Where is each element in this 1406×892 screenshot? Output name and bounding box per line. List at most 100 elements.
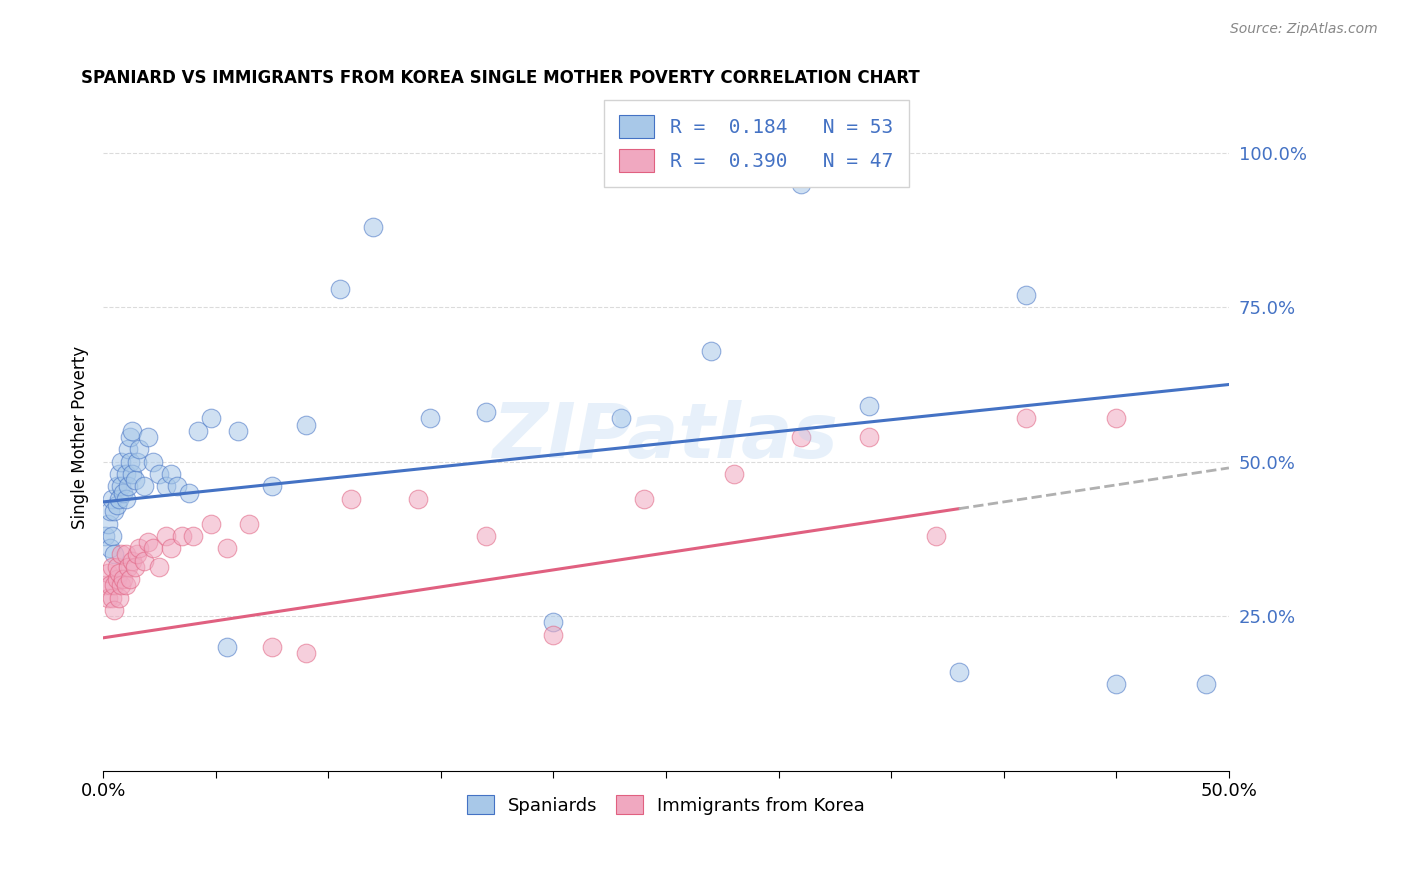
- Point: [132, 479, 155, 493]
- Point: [97, 566, 120, 580]
- Point: [103, 548, 125, 562]
- Point: [94, 529, 117, 543]
- Point: [142, 455, 165, 469]
- Point: [110, 578, 132, 592]
- Point: [114, 578, 136, 592]
- Point: [112, 572, 135, 586]
- Point: [723, 467, 745, 481]
- Point: [177, 485, 200, 500]
- Legend: Spaniards, Immigrants from Korea: Spaniards, Immigrants from Korea: [460, 788, 873, 822]
- Text: Source: ZipAtlas.com: Source: ZipAtlas.com: [1230, 22, 1378, 37]
- Point: [159, 467, 181, 481]
- Point: [419, 411, 441, 425]
- Point: [121, 553, 143, 567]
- Point: [148, 559, 170, 574]
- Text: SPANIARD VS IMMIGRANTS FROM KOREA SINGLE MOTHER POVERTY CORRELATION CHART: SPANIARD VS IMMIGRANTS FROM KOREA SINGLE…: [80, 69, 920, 87]
- Point: [159, 541, 181, 556]
- Point: [294, 646, 316, 660]
- Point: [114, 491, 136, 506]
- Point: [858, 399, 880, 413]
- Point: [475, 405, 498, 419]
- Point: [858, 430, 880, 444]
- Point: [117, 479, 139, 493]
- Point: [101, 559, 124, 574]
- Point: [328, 282, 350, 296]
- Point: [105, 572, 128, 586]
- Point: [200, 516, 222, 531]
- Point: [114, 548, 136, 562]
- Point: [475, 529, 498, 543]
- Point: [136, 430, 159, 444]
- Point: [543, 628, 565, 642]
- Point: [136, 535, 159, 549]
- Point: [170, 529, 193, 543]
- Point: [238, 516, 260, 531]
- Point: [103, 578, 125, 592]
- Point: [124, 473, 146, 487]
- Point: [128, 442, 150, 457]
- Point: [1105, 677, 1128, 691]
- Point: [1195, 677, 1218, 691]
- Point: [1015, 288, 1038, 302]
- Point: [108, 491, 131, 506]
- Point: [98, 504, 121, 518]
- Point: [105, 559, 128, 574]
- Point: [120, 455, 142, 469]
- Point: [132, 553, 155, 567]
- Point: [128, 541, 150, 556]
- Point: [610, 411, 633, 425]
- Point: [97, 516, 120, 531]
- Point: [98, 578, 121, 592]
- Point: [142, 541, 165, 556]
- Point: [1105, 411, 1128, 425]
- Point: [103, 504, 125, 518]
- Point: [215, 640, 238, 654]
- Point: [125, 455, 148, 469]
- Point: [1015, 411, 1038, 425]
- Point: [108, 467, 131, 481]
- Point: [166, 479, 188, 493]
- Point: [790, 430, 813, 444]
- Point: [120, 572, 142, 586]
- Point: [215, 541, 238, 556]
- Point: [148, 467, 170, 481]
- Point: [110, 479, 132, 493]
- Point: [200, 411, 222, 425]
- Point: [101, 491, 124, 506]
- Point: [98, 541, 121, 556]
- Point: [948, 665, 970, 679]
- Point: [260, 640, 283, 654]
- Point: [181, 529, 204, 543]
- Point: [105, 479, 128, 493]
- Point: [363, 219, 385, 234]
- Point: [294, 417, 316, 432]
- Point: [187, 424, 209, 438]
- Y-axis label: Single Mother Poverty: Single Mother Poverty: [72, 345, 89, 529]
- Point: [226, 424, 249, 438]
- Point: [103, 603, 125, 617]
- Point: [124, 559, 146, 574]
- Point: [700, 343, 723, 358]
- Point: [121, 467, 143, 481]
- Point: [110, 455, 132, 469]
- Point: [790, 177, 813, 191]
- Point: [94, 578, 117, 592]
- Point: [120, 430, 142, 444]
- Point: [110, 548, 132, 562]
- Point: [340, 491, 363, 506]
- Point: [101, 529, 124, 543]
- Point: [105, 498, 128, 512]
- Point: [97, 591, 120, 605]
- Point: [155, 479, 177, 493]
- Text: ZIPatlas: ZIPatlas: [494, 400, 839, 474]
- Point: [117, 442, 139, 457]
- Point: [543, 615, 565, 630]
- Point: [117, 559, 139, 574]
- Point: [114, 467, 136, 481]
- Point: [633, 491, 655, 506]
- Point: [125, 548, 148, 562]
- Point: [108, 591, 131, 605]
- Point: [155, 529, 177, 543]
- Point: [260, 479, 283, 493]
- Point: [121, 424, 143, 438]
